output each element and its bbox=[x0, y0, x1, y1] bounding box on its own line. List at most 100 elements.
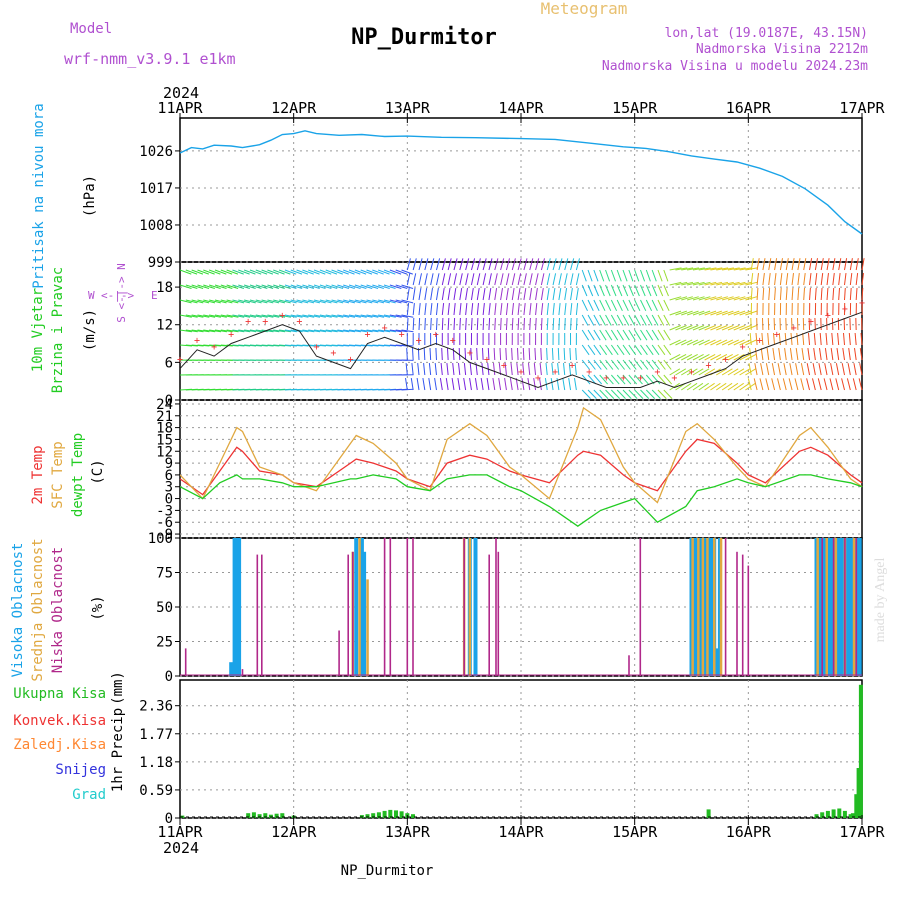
wind-barb bbox=[831, 332, 834, 346]
wind-barb bbox=[296, 314, 309, 318]
wind-barb bbox=[482, 273, 487, 286]
wind-barb bbox=[640, 344, 648, 356]
wind-barb bbox=[319, 314, 332, 318]
wind-barb bbox=[727, 339, 740, 346]
wind-barb bbox=[727, 281, 740, 286]
wind-barb bbox=[337, 329, 350, 333]
wind-barb bbox=[395, 314, 408, 318]
wind-barb bbox=[273, 314, 286, 318]
wind-barb bbox=[504, 363, 507, 376]
wind-barb bbox=[517, 273, 522, 286]
wind-barb bbox=[360, 299, 373, 304]
wind-barb bbox=[750, 258, 754, 271]
wind-barb bbox=[435, 347, 437, 361]
wind-barb bbox=[651, 329, 659, 341]
y-tick-label: -6 bbox=[156, 515, 173, 531]
wind-barb bbox=[616, 389, 626, 399]
wind-barb bbox=[552, 258, 557, 271]
wind-barb bbox=[378, 329, 391, 333]
wind-barb bbox=[558, 288, 562, 301]
y-tick-label: -9 bbox=[156, 527, 173, 543]
precip-bar bbox=[263, 813, 268, 818]
wind-barb bbox=[389, 314, 402, 318]
wind-barb bbox=[284, 329, 297, 333]
wind-barb bbox=[278, 314, 291, 318]
wind-barb bbox=[558, 303, 561, 316]
wind-barb bbox=[562, 378, 566, 391]
y-tick-label: 0 bbox=[165, 669, 173, 685]
wind-gust-mark: + bbox=[825, 310, 831, 321]
x-tick-bottom: 15APR bbox=[612, 823, 658, 841]
footer-station: NP_Durmitor bbox=[341, 863, 434, 879]
y-tick-label: 1026 bbox=[139, 144, 173, 160]
wind-barb bbox=[785, 273, 789, 286]
tick-labels: 11APR 11APR 12APR 12APR 13APR 13APR 14APR 14APR… bbox=[139, 99, 885, 841]
wind-gust-mark: + bbox=[416, 336, 422, 347]
cloud-bar-1 bbox=[816, 538, 819, 676]
wind-barb bbox=[749, 348, 752, 361]
wind-barb bbox=[208, 284, 221, 289]
wind-barb bbox=[749, 332, 752, 346]
cloud-unit: (%) bbox=[90, 595, 106, 620]
wind-barb bbox=[797, 287, 800, 301]
wind-barb bbox=[510, 363, 513, 376]
wind-barb bbox=[412, 303, 415, 316]
wind-barb bbox=[214, 299, 227, 304]
wind-barb bbox=[844, 287, 846, 301]
wind-barb bbox=[733, 267, 746, 271]
wind-barb bbox=[278, 299, 291, 304]
wind-barb bbox=[482, 258, 487, 271]
wind-barb bbox=[859, 348, 863, 361]
y-tick-label: -3 bbox=[156, 503, 173, 519]
wind-barb bbox=[848, 332, 851, 346]
cloud-bar-1 bbox=[825, 538, 828, 676]
wind-barb bbox=[628, 389, 638, 399]
wind-barb bbox=[474, 378, 478, 391]
wind-gust-mark: + bbox=[467, 348, 473, 359]
wind-barb bbox=[453, 273, 457, 286]
wind-barb bbox=[500, 273, 504, 286]
wind-barb bbox=[412, 288, 416, 301]
wind-barb bbox=[675, 296, 688, 301]
wind-barb bbox=[622, 269, 628, 282]
wind-barb bbox=[203, 269, 215, 275]
cloud-bar-2 bbox=[347, 554, 349, 676]
wind-barb bbox=[435, 303, 439, 316]
cloud-bar-2 bbox=[639, 538, 642, 676]
wind-barb bbox=[429, 347, 432, 361]
wind-barb bbox=[406, 347, 408, 361]
wind-barb bbox=[226, 329, 239, 333]
temp-line-2 bbox=[179, 474, 863, 527]
wind-barb bbox=[325, 269, 338, 275]
wind-barb bbox=[267, 299, 280, 304]
wind-barb bbox=[819, 332, 822, 346]
wind-barb bbox=[378, 314, 391, 318]
wind-unit: (m/s) bbox=[82, 309, 98, 351]
cloud-bar-2 bbox=[497, 551, 500, 676]
wind-barb bbox=[214, 314, 227, 318]
wind-barb bbox=[675, 325, 687, 331]
precip-bar bbox=[814, 814, 819, 818]
wind-gust-mark: + bbox=[450, 336, 456, 347]
wind-barb bbox=[337, 284, 350, 289]
wind-barb bbox=[686, 339, 699, 346]
wind-barb bbox=[762, 287, 765, 301]
wind-barb bbox=[681, 368, 692, 376]
wind-barb bbox=[185, 314, 198, 318]
wind-barb bbox=[405, 378, 408, 391]
wind-barb bbox=[622, 314, 630, 326]
wind-barb bbox=[440, 363, 443, 376]
wind-barb bbox=[830, 348, 834, 361]
wind-barb bbox=[795, 363, 799, 376]
wind-barb bbox=[587, 314, 595, 326]
wind-barb bbox=[278, 269, 291, 275]
cloud-bar-1 bbox=[701, 538, 705, 676]
cloud-legend-mid: Srednja Oblacnost bbox=[30, 538, 46, 681]
wind-barb bbox=[482, 303, 485, 316]
wind-barb bbox=[428, 378, 432, 391]
wind-gust-mark: + bbox=[194, 336, 200, 347]
wind-barb bbox=[406, 273, 411, 286]
precip-bar bbox=[268, 814, 273, 818]
wind-barb bbox=[290, 284, 303, 289]
product-label: Meteogram bbox=[541, 0, 628, 18]
